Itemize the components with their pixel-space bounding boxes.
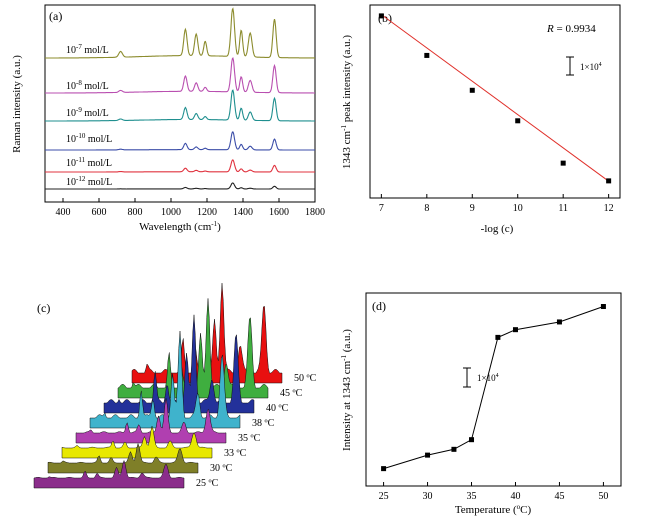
panel-b-data-point [515,118,521,124]
panel-a-spectrum-line [45,7,315,59]
panel-c-temperature-label: 35 ºC [238,433,261,444]
panel-b-data-point [606,178,612,184]
panel-c-temperature-label: 25 ºC [196,478,219,489]
panel-d: (d) Intensity at 1343 cm-1 (a.u.) Temper… [340,292,622,516]
panel-c-label: (c) [37,301,50,315]
panel-b-x-tick-label: 8 [424,203,429,214]
panel-d-ylabel: Intensity at 1343 cm-1 (a.u.) [340,329,353,451]
panel-a-x-tick-label: 600 [92,207,107,218]
panel-a-x-tick-label: 1400 [233,207,253,218]
panel-c-temperature-label: 38 ºC [252,418,275,429]
panel-a-x-tick-label: 400 [56,207,71,218]
panel-b-data-point [469,87,475,93]
panel-a-series-label: 10-11 mol/L [66,156,112,169]
panel-b-ylabel: 1343 cm-1 peak intensity (a.u.) [340,35,353,169]
panel-b-x-tick-label: 9 [470,203,475,214]
panel-a-x-tick-label: 1800 [305,207,325,218]
panel-b-x-tick-label: 12 [604,203,614,214]
panel-d-data-point [512,327,518,333]
panel-d-data-point [381,466,387,472]
panel-d-data-point [600,304,606,310]
panel-b: (b) 1343 cm-1 peak intensity (a.u.) -log… [340,4,621,235]
panel-b-fit-line [381,14,609,182]
panel-b-data-point [560,160,566,166]
panel-b-frame [369,4,621,199]
panel-d-scalebar-label: 1×104 [477,373,499,383]
panel-d-x-tick-label: 25 [379,491,389,502]
panel-d-data-point [469,437,475,443]
panel-a-spectrum-line [45,57,315,94]
panel-c-temperature-label: 45 ºC [280,388,303,399]
panel-a-frame [44,4,316,203]
panel-a-spectrum-line [45,131,315,151]
panel-a-x-tick-label: 1000 [161,207,181,218]
panel-a-spectrum-line [45,159,315,173]
panel-a: (a) Raman intensity (a.u.) Wavelength (c… [11,4,325,233]
panel-c-temperature-label: 40 ºC [266,403,289,414]
panel-c-temperature-slice [33,459,185,489]
panel-b-data-point [378,13,384,19]
panel-d-data-point [556,319,562,325]
panel-d-x-tick-label: 45 [554,491,564,502]
panel-a-series-label: 10-7 mol/L [66,43,109,56]
panel-a-series-label: 10-10 mol/L [66,132,112,145]
panel-d-data-point [425,452,431,458]
panel-a-spectrum-line [45,89,315,122]
panel-d-x-tick-label: 30 [423,491,433,502]
panel-a-x-tick-label: 1200 [197,207,217,218]
panel-d-data-point [495,334,501,340]
panel-c: (c) 50 ºC 45 ºC 40 ºC 38 ºC 35 ºC 33 ºC 30 ºC 2… [33,283,317,489]
panel-a-series-label: 10-12 mol/L [66,175,112,188]
panel-a-series-label: 10-8 mol/L [66,79,109,92]
panel-d-x-tick-label: 50 [598,491,608,502]
panel-a-xlabel: Wavelength (cm-1) [139,220,221,233]
panel-d-x-tick-label: 40 [510,491,520,502]
panel-d-frame [365,292,622,487]
panel-a-ylabel: Raman intensity (a.u.) [11,55,23,153]
panel-a-label: (a) [49,9,62,23]
panel-b-scalebar-label: 1×104 [580,62,602,72]
panel-b-xlabel: -log (c) [481,223,514,235]
panel-c-temperature-label: 50 ºC [294,373,317,384]
panel-d-data-point [451,446,457,452]
panel-d-xlabel: Temperature (oC) [455,503,532,516]
panel-a-x-tick-label: 800 [128,207,143,218]
panel-b-x-tick-label: 11 [558,203,568,214]
panel-d-x-tick-label: 35 [467,491,477,502]
panel-b-r-value: R = 0.9934 [546,23,596,35]
panel-c-temperature-label: 33 ºC [224,448,247,459]
panel-d-series-line [383,306,604,470]
panel-a-series-label: 10-9 mol/L [66,106,109,119]
panel-a-spectrum-line [45,182,315,190]
panel-b-x-tick-label: 7 [379,203,384,214]
panel-b-data-point [424,52,430,58]
panel-b-x-tick-label: 10 [513,203,523,214]
panel-a-x-tick-label: 1600 [269,207,289,218]
panel-d-label: (d) [372,299,386,313]
panel-c-temperature-label: 30 ºC [210,463,233,474]
